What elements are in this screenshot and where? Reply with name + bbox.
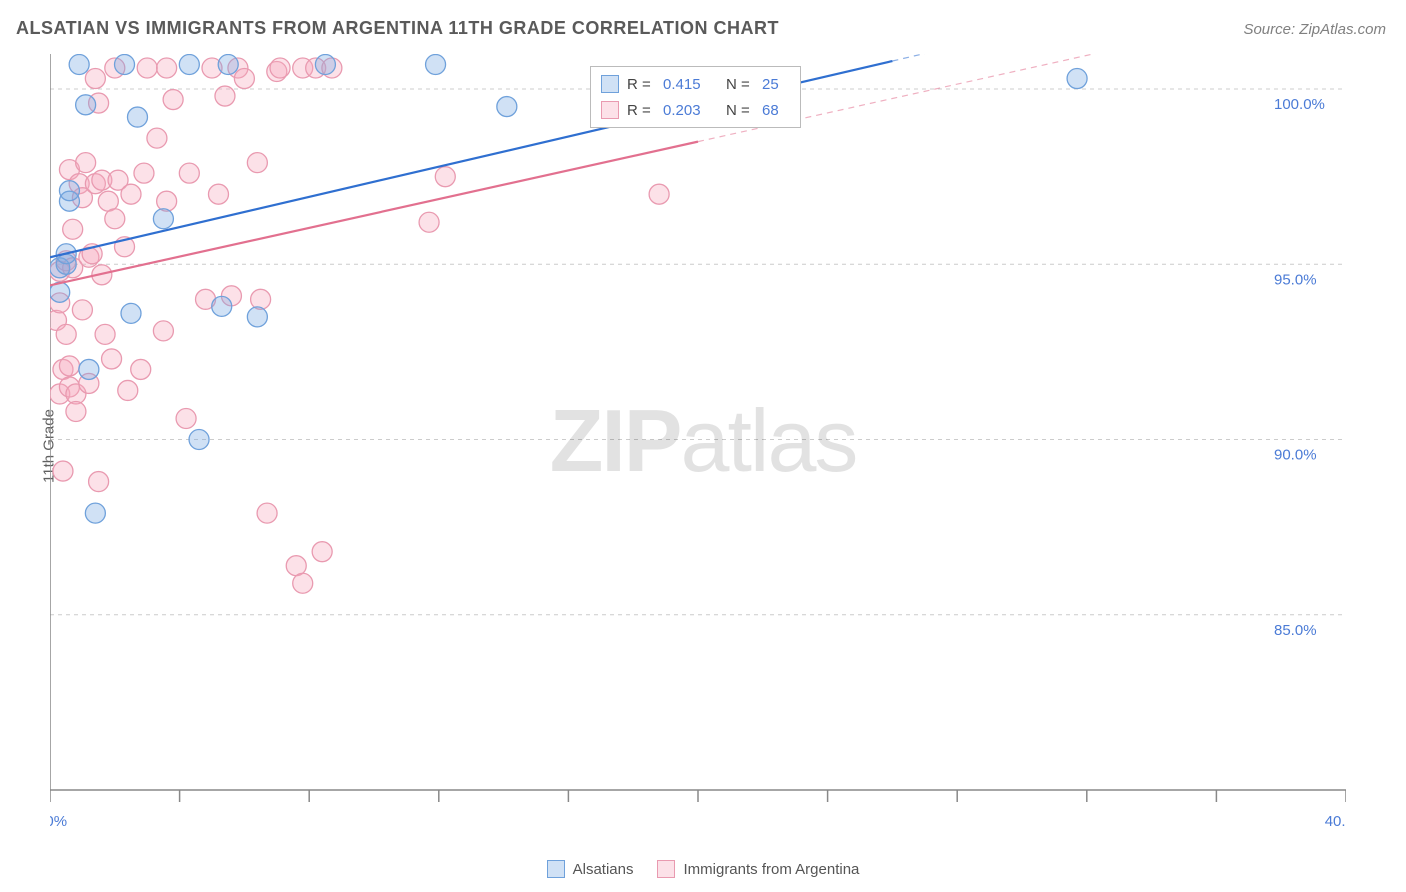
chart-header: ALSATIAN VS IMMIGRANTS FROM ARGENTINA 11… [16, 18, 1386, 39]
legend-n-label: N = [726, 76, 754, 93]
svg-text:100.0%: 100.0% [1274, 96, 1325, 113]
svg-text:0.0%: 0.0% [50, 813, 67, 830]
series-legend-item: Immigrants from Argentina [657, 860, 859, 878]
legend-row: R = 0.203 N = 68 [601, 97, 790, 123]
legend-r-label: R = [627, 102, 655, 119]
correlation-legend: R = 0.415 N = 25 R = 0.203 N = 68 [590, 66, 801, 128]
scatter-plot: 85.0% 90.0% 95.0% 100.0% 0.0% 40.0% [50, 54, 1346, 832]
svg-text:95.0%: 95.0% [1274, 271, 1317, 288]
legend-n-value: 25 [762, 76, 790, 93]
legend-n-label: N = [726, 102, 754, 119]
chart-title: ALSATIAN VS IMMIGRANTS FROM ARGENTINA 11… [16, 18, 779, 39]
legend-r-label: R = [627, 76, 655, 93]
legend-row: R = 0.415 N = 25 [601, 71, 790, 97]
series-legend-label: Immigrants from Argentina [683, 861, 859, 878]
legend-r-value: 0.415 [663, 76, 718, 93]
legend-n-value: 68 [762, 102, 790, 119]
svg-text:40.0%: 40.0% [1325, 813, 1346, 830]
series-legend: Alsatians Immigrants from Argentina [0, 860, 1406, 878]
series-legend-label: Alsatians [573, 861, 634, 878]
series-legend-item: Alsatians [547, 860, 634, 878]
legend-swatch [657, 860, 675, 878]
svg-text:90.0%: 90.0% [1274, 447, 1317, 464]
chart-source: Source: ZipAtlas.com [1243, 21, 1386, 38]
legend-r-value: 0.203 [663, 102, 718, 119]
legend-swatch [547, 860, 565, 878]
svg-text:85.0%: 85.0% [1274, 622, 1317, 639]
legend-swatch [601, 101, 619, 119]
legend-swatch [601, 75, 619, 93]
